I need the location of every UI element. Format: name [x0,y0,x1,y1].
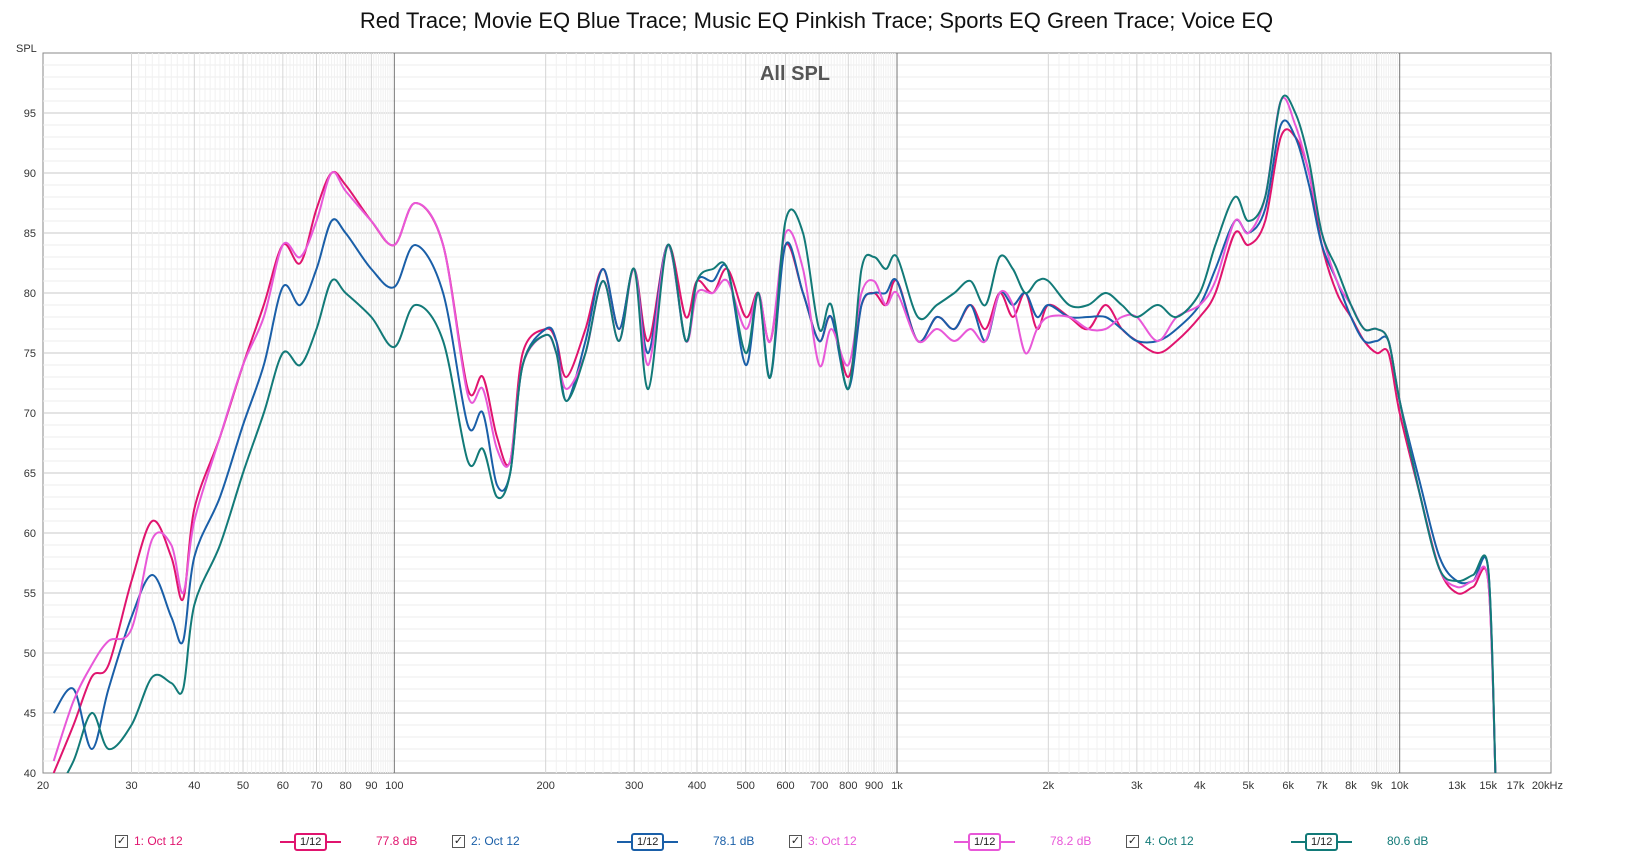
x-tick-label: 900 [865,780,883,792]
series-1-name: 1: Oct 12 [134,834,183,848]
x-tick-label: 7k [1316,780,1328,792]
x-tick-label: 50 [237,780,249,792]
x-tick-label: 17k [1507,780,1525,792]
series-line-3 [52,97,1497,773]
y-tick-label: 50 [24,648,36,660]
y-tick-label: 40 [24,768,36,780]
x-tick-label: 13k [1448,780,1466,792]
series-2-name: 2: Oct 12 [471,834,520,848]
y-tick-label: 60 [24,528,36,540]
x-tick-label: 30 [125,780,137,792]
y-tick-label: 70 [24,408,36,420]
series-3-name: 3: Oct 12 [808,834,857,848]
series-2-checkbox[interactable]: ✓ [452,834,465,848]
x-tick-label: 6k [1282,780,1294,792]
x-tick-label: 60 [277,780,289,792]
plot-title: All SPL [760,63,830,85]
x-tick-label: 10k [1391,780,1409,792]
y-tick-label: 95 [24,108,36,120]
x-axis-ticks: 20 30 40 50 60 70 80 90 100 200 300 400 500 600 700 800… [37,780,1563,792]
x-tick-label: 800 [839,780,857,792]
series-4-name: 4: Oct 12 [1145,834,1194,848]
x-tick-label: 80 [340,780,352,792]
y-tick-label: 55 [24,588,36,600]
series-1-smoothing[interactable]: 1/12 [280,833,342,851]
series-4-checkbox[interactable]: ✓ [1126,834,1139,848]
x-tick-label: 20kHz [1532,780,1563,792]
y-tick-label: 65 [24,468,36,480]
x-tick-label: 100 [385,780,403,792]
y-tick-label: 80 [24,288,36,300]
x-tick-label: 5k [1243,780,1255,792]
series-4-level: 80.6 dB [1387,834,1429,848]
x-tick-label: 8k [1345,780,1357,792]
series-layer [52,94,1497,773]
y-tick-label: 85 [24,228,36,240]
y-tick-label: 90 [24,168,36,180]
y-tick-label: 45 [24,708,36,720]
series-line-2 [52,119,1497,773]
x-tick-label: 20 [37,780,49,792]
x-tick-label: 4k [1194,780,1206,792]
series-3-smoothing[interactable]: 1/12 [954,833,1016,851]
legend-series-3[interactable]: ✓ 3: Oct 12 [789,831,857,851]
spl-chart: 40 45 50 55 60 65 70 75 80 85 90 95 20 30 40 50 60 70 80 9… [16,43,1563,792]
x-tick-label: 200 [536,780,554,792]
x-tick-label: 40 [188,780,200,792]
series-1-smoothing-label: 1/12 [294,833,328,851]
x-tick-label: 500 [737,780,755,792]
series-4-smoothing-label: 1/12 [1305,833,1339,851]
x-tick-label: 15k [1479,780,1497,792]
x-tick-label: 90 [365,780,377,792]
legend-series-2[interactable]: ✓ 2: Oct 12 [452,831,520,851]
series-3-checkbox[interactable]: ✓ [789,834,802,848]
x-tick-label: 2k [1043,780,1055,792]
legend-series-1[interactable]: ✓ 1: Oct 12 [115,831,183,851]
series-1-level: 77.8 dB [376,834,418,848]
x-tick-label: 700 [810,780,828,792]
x-tick-label: 3k [1131,780,1143,792]
series-2-level: 78.1 dB [713,834,755,848]
series-2-smoothing[interactable]: 1/12 [617,833,679,851]
series-2-smoothing-label: 1/12 [631,833,665,851]
x-tick-label: 1k [891,780,903,792]
y-axis-label: SPL [16,43,37,55]
legend-series-4[interactable]: ✓ 4: Oct 12 [1126,831,1194,851]
x-tick-label: 300 [625,780,643,792]
x-tick-label: 70 [310,780,322,792]
series-3-smoothing-label: 1/12 [968,833,1002,851]
series-4-smoothing[interactable]: 1/12 [1291,833,1353,851]
legend: ✓ 1: Oct 12 1/12 77.8 dB ✓ 2: Oct 12 1/1… [0,831,1633,853]
minor-grid [43,53,1551,773]
y-tick-label: 75 [24,348,36,360]
y-axis-ticks: 40 45 50 55 60 65 70 75 80 85 90 95 [24,108,36,780]
window-title: Red Trace; Movie EQ Blue Trace; Music EQ… [359,8,1274,33]
series-3-level: 78.2 dB [1050,834,1092,848]
x-tick-label: 600 [776,780,794,792]
x-tick-label: 9k [1371,780,1383,792]
x-tick-label: 400 [688,780,706,792]
series-1-checkbox[interactable]: ✓ [115,834,128,848]
series-line-4 [66,94,1497,773]
